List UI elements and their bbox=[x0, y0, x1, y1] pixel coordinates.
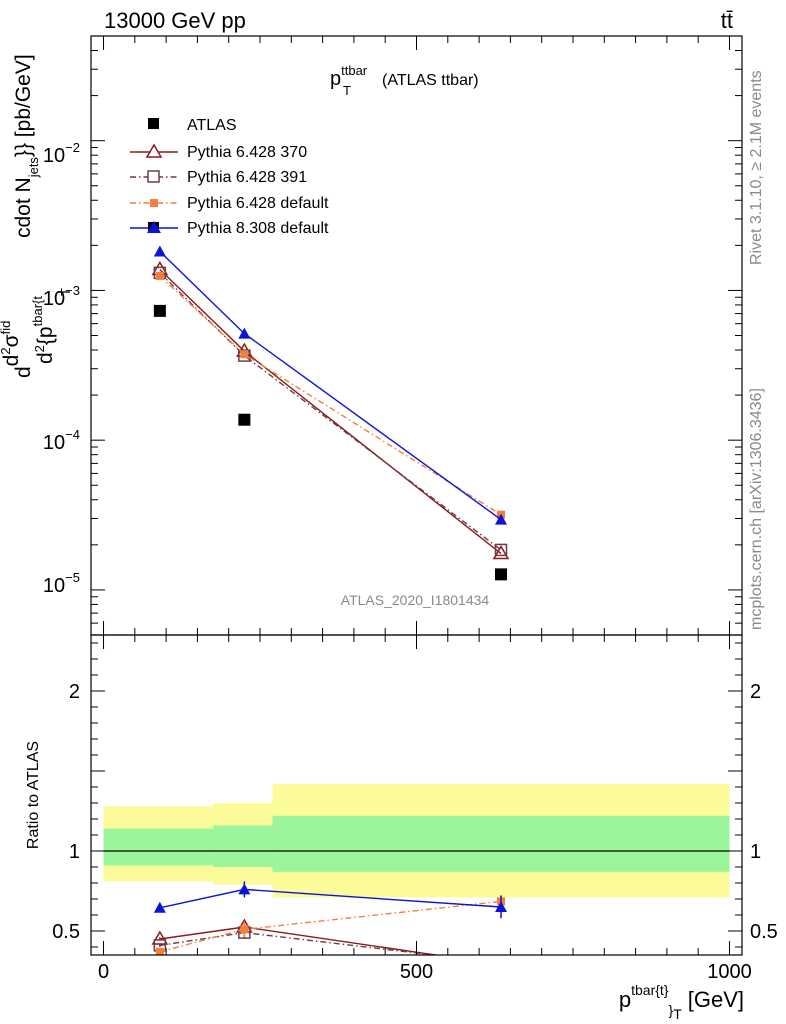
analysis-watermark: ATLAS_2020_I1801434 bbox=[341, 592, 490, 608]
ratio-panel: Ratio to ATLAS 0.5 0.5 1 1 2 2 0 500 1000 ptbar… bbox=[25, 634, 778, 1022]
svg-text:Pythia 6.428 370: Pythia 6.428 370 bbox=[187, 144, 307, 161]
ratio-series-0-point-2 bbox=[494, 958, 508, 970]
ratio-band-inner-0 bbox=[103, 828, 214, 866]
main-series-1-point-2 bbox=[492, 545, 510, 560]
ratio-y-tick-label-0: 0.5 bbox=[52, 921, 80, 943]
main-series-2-point-2 bbox=[494, 543, 508, 557]
main-series-0-point-0 bbox=[153, 304, 166, 317]
x-tick-label-0: 0 bbox=[98, 961, 109, 983]
main-series-4-point-0 bbox=[153, 245, 166, 257]
svg-text:10−5: 10−5 bbox=[43, 570, 80, 597]
svg-text:d2{ptbar{tT: d2{ptbar{tT bbox=[30, 288, 73, 364]
ratio-series-3-point-1 bbox=[238, 883, 251, 895]
ratio-series-0 bbox=[151, 918, 508, 970]
svg-text:dd2σfid: dd2σfid bbox=[0, 321, 35, 378]
main-series-2-line bbox=[159, 272, 502, 551]
svg-text:Pythia 6.428 default: Pythia 6.428 default bbox=[187, 195, 329, 212]
svg-text:10−3: 10−3 bbox=[43, 283, 80, 310]
ratio-series-1-line bbox=[159, 931, 440, 955]
ratio-y-tick-label-1: 1 bbox=[69, 841, 80, 863]
ratio-y-tick-label-right-1: 1 bbox=[750, 841, 761, 863]
ratio-series-2-point-1 bbox=[240, 925, 249, 934]
legend-entry-pythia6-391: Pythia 6.428 391 bbox=[130, 169, 307, 186]
process-label: tt̄ bbox=[721, 8, 733, 33]
x-tick-label-2: 1000 bbox=[707, 961, 752, 983]
main-series-0 bbox=[153, 304, 508, 581]
mcplots-label: mcplots.cern.ch [arXiv:1306.3436] bbox=[748, 388, 765, 630]
ratio-y-axis-label: Ratio to ATLAS bbox=[25, 741, 42, 849]
ratio-series-3 bbox=[153, 881, 508, 919]
legend: ATLAS Pythia 6.428 370 Pythia 6.428 391 … bbox=[130, 117, 329, 237]
ratio-series-2-point-0 bbox=[155, 947, 164, 955]
legend-entry-pythia8-default: Pythia 8.308 default bbox=[130, 220, 329, 237]
main-series-0-point-2 bbox=[495, 568, 508, 581]
main-series-4-point-1 bbox=[238, 327, 251, 339]
main-series-3-point-1 bbox=[240, 350, 249, 359]
y-tick-label-2: 10−4 bbox=[43, 427, 80, 454]
ratio-series-2-line bbox=[159, 900, 502, 953]
legend-entry-pythia6-370: Pythia 6.428 370 bbox=[130, 143, 307, 161]
svg-text:ATLAS: ATLAS bbox=[187, 117, 237, 134]
legend-entry-pythia6-default: Pythia 6.428 default bbox=[130, 195, 329, 212]
main-y-axis-label: dd2σfid d2{ptbar{tT cdot Njets}} [pb/GeV… bbox=[0, 54, 73, 378]
main-series-1-line bbox=[159, 268, 502, 555]
y-tick-label-3: 10−5 bbox=[43, 570, 80, 597]
main-series-2-point-1 bbox=[238, 349, 251, 362]
legend-entry-atlas: ATLAS bbox=[148, 117, 237, 134]
ratio-band-inner-2 bbox=[272, 815, 730, 872]
x-tick-label-1: 500 bbox=[400, 961, 433, 983]
ratio-series-3-point-0 bbox=[153, 901, 166, 913]
main-series-3-point-0 bbox=[155, 271, 164, 280]
main-series-4-point-2 bbox=[495, 513, 508, 525]
ratio-y-tick-label-right-0: 0.5 bbox=[750, 921, 778, 943]
main-series-4 bbox=[153, 245, 508, 525]
ratio-series-0-line bbox=[159, 926, 441, 955]
svg-text:cdot Njets}} [pb/GeV]: cdot Njets}} [pb/GeV] bbox=[12, 54, 41, 238]
rivet-label: Rivet 3.1.10, ≥ 2.1M events bbox=[748, 70, 765, 265]
ratio-band-inner-1 bbox=[213, 825, 273, 867]
ratio-series-3-point-2 bbox=[495, 901, 508, 912]
main-title: pttbar T(ATLAS ttbar) bbox=[330, 63, 479, 98]
main-panel: pttbar T(ATLAS ttbar) ATLAS_2020_I1801434… bbox=[0, 35, 743, 636]
y-tick-label-1: 10−3 bbox=[43, 283, 80, 310]
svg-text:Pythia 6.428 391: Pythia 6.428 391 bbox=[187, 169, 307, 186]
beam-label: 13000 GeV pp bbox=[104, 8, 246, 33]
svg-text:Pythia 8.308 default: Pythia 8.308 default bbox=[187, 220, 329, 237]
main-series-4-line bbox=[159, 250, 502, 521]
svg-text:10−2: 10−2 bbox=[43, 140, 80, 167]
y-tick-label-0: 10−2 bbox=[43, 140, 80, 167]
ratio-y-tick-label-2: 2 bbox=[69, 681, 80, 703]
svg-text:10−4: 10−4 bbox=[43, 427, 80, 454]
ratio-frame bbox=[90, 634, 743, 956]
ratio-series-1-point-2 bbox=[496, 958, 507, 969]
main-series-0-point-1 bbox=[238, 413, 251, 426]
x-axis-label: ptbar{t}}T[GeV] bbox=[619, 982, 744, 1022]
ratio-y-tick-label-right-2: 2 bbox=[750, 681, 761, 703]
main-series-2 bbox=[153, 266, 508, 557]
